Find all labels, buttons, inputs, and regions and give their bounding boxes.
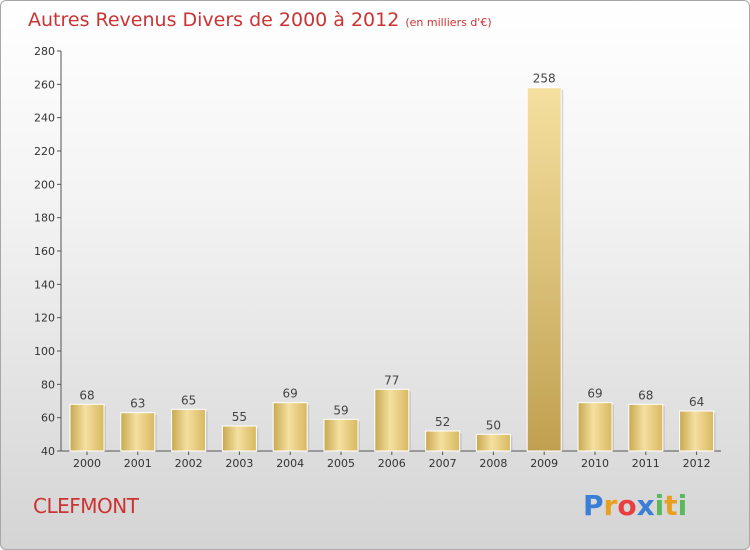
bar-2000 xyxy=(69,403,105,452)
chart-title: Autres Revenus Divers de 2000 à 2012 xyxy=(28,9,400,31)
bar-2003 xyxy=(221,425,257,452)
value-label: 68 xyxy=(79,388,94,402)
y-tick-label: 240 xyxy=(34,112,55,125)
y-tick-label: 100 xyxy=(34,345,55,358)
x-tick-label: 2006 xyxy=(378,457,406,470)
chart-unit: (en milliers d'€) xyxy=(405,16,492,29)
y-axis: 40 60 80 100 120 140 160 180 200 220 240 260 280 xyxy=(34,45,62,458)
bar-2009 xyxy=(526,87,562,452)
x-axis: 2000 2001 2002 2003 2004 2005 2006 2007 2008 2009… xyxy=(61,450,721,470)
x-tick-label: 2008 xyxy=(479,457,507,470)
y-tick-label: 80 xyxy=(41,378,55,391)
value-label: 69 xyxy=(587,387,602,401)
y-tick-label: 280 xyxy=(34,45,55,58)
logo-letter: x xyxy=(636,489,655,522)
title-row: Autres Revenus Divers de 2000 à 2012 (en … xyxy=(28,9,492,31)
y-tick-label: 40 xyxy=(41,445,55,458)
y-tick-label: 200 xyxy=(34,178,55,191)
bar-2011 xyxy=(628,403,664,452)
bar-2002 xyxy=(171,408,207,452)
value-label: 52 xyxy=(435,415,450,429)
x-tick-label: 2002 xyxy=(175,457,203,470)
value-label: 77 xyxy=(384,373,399,387)
y-tick-label: 60 xyxy=(41,412,55,425)
x-tick-label: 2003 xyxy=(225,457,253,470)
bar-2012 xyxy=(679,410,715,452)
logo-letter: i xyxy=(654,489,665,522)
x-tick-label: 2004 xyxy=(276,457,304,470)
y-tick-label: 120 xyxy=(34,312,55,325)
logo-letter: t xyxy=(664,489,678,522)
bar-2007 xyxy=(425,430,461,452)
x-tick-label: 2009 xyxy=(530,457,558,470)
y-tick-label: 220 xyxy=(34,145,55,158)
value-label: 55 xyxy=(232,410,247,424)
value-label: 258 xyxy=(533,72,556,86)
value-label: 69 xyxy=(283,387,298,401)
x-tick-label: 2007 xyxy=(429,457,457,470)
value-label: 64 xyxy=(689,395,704,409)
logo-letter: r xyxy=(603,489,618,522)
value-label: 68 xyxy=(638,388,653,402)
logo-letter: i xyxy=(677,489,688,522)
value-label: 59 xyxy=(333,403,348,417)
x-tick-label: 2001 xyxy=(124,457,152,470)
logo-letter: P xyxy=(583,489,604,522)
logo-letter: o xyxy=(617,489,637,522)
value-label: 50 xyxy=(486,418,501,432)
bar-2004 xyxy=(272,402,308,452)
y-tick-label: 160 xyxy=(34,245,55,258)
proxiti-logo: Proxiti xyxy=(583,489,687,522)
y-tick-label: 180 xyxy=(34,212,55,225)
x-tick-label: 2010 xyxy=(581,457,609,470)
x-tick-label: 2000 xyxy=(73,457,101,470)
value-label: 63 xyxy=(130,397,145,411)
bar-2006 xyxy=(374,388,410,452)
y-tick-label: 140 xyxy=(34,278,55,291)
bars xyxy=(69,87,716,452)
town-name: CLEFMONT xyxy=(33,494,139,518)
x-tick-label: 2012 xyxy=(683,457,711,470)
x-tick-label: 2011 xyxy=(632,457,660,470)
value-label: 65 xyxy=(181,393,196,407)
y-tick-label: 260 xyxy=(34,78,55,91)
bar-2010 xyxy=(577,402,613,452)
x-tick-label: 2005 xyxy=(327,457,355,470)
bar-2008 xyxy=(475,433,511,452)
value-labels: 68 63 65 55 69 59 77 52 50 258 69 68 64 xyxy=(79,72,704,433)
bar-2005 xyxy=(323,418,359,452)
bar-2001 xyxy=(120,412,156,452)
